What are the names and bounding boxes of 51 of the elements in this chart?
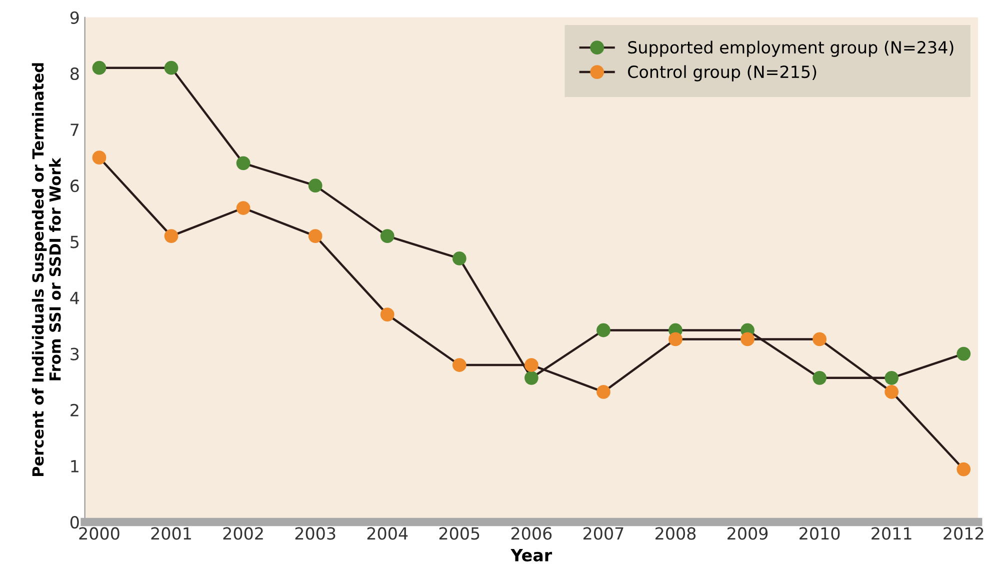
y-axis-title: Percent of Individuals Suspended or Terminated From SSI or SSDI for Work [32, 63, 61, 476]
point [236, 201, 250, 215]
y-tick-label: 3 [70, 348, 79, 360]
y-tick-label: 2 [70, 404, 78, 416]
point [596, 384, 610, 399]
point [524, 358, 538, 372]
x-tick-label: 2003 [295, 527, 336, 540]
y-tick-label: 5 [70, 236, 79, 248]
point [884, 384, 899, 399]
x-tick-label: 2007 [583, 527, 624, 540]
y-tick-label: 0 [70, 516, 79, 529]
point [956, 346, 971, 361]
x-tick-label: 2002 [223, 527, 263, 540]
x-tick-label: 2009 [728, 527, 768, 540]
x-tick-label: 2001 [151, 527, 191, 540]
point [524, 370, 538, 385]
point [668, 332, 682, 346]
point [812, 332, 827, 346]
x-tick-label: 2010 [800, 527, 840, 540]
point [812, 370, 827, 385]
point [380, 229, 394, 244]
x-tick-label: 2012 [944, 527, 984, 540]
point [308, 229, 322, 244]
y-tick-label: 7 [70, 124, 79, 136]
y-tick-label: 1 [71, 460, 78, 472]
y-tick-label: 8 [70, 67, 79, 80]
point [884, 370, 899, 385]
y-tick-label: 4 [70, 292, 80, 304]
point [308, 178, 322, 193]
x-tick-label: 2005 [439, 527, 480, 540]
point [164, 60, 178, 75]
x-tick-label: 2008 [656, 527, 696, 540]
y-tick-label: 6 [70, 180, 79, 192]
y-tick-label: 9 [70, 11, 79, 24]
x-tick-label: 2006 [511, 527, 552, 540]
point [92, 150, 106, 165]
legend-label: Control group (N=215) [628, 65, 816, 82]
point [956, 462, 971, 476]
legend-label: Supported employment group (N=234) [628, 40, 954, 57]
point [236, 156, 250, 170]
point [452, 358, 466, 372]
x-tick-label: 2011 [872, 527, 912, 540]
point [452, 252, 466, 266]
x-tick-label: 2000 [79, 527, 120, 540]
point [164, 229, 178, 244]
point [740, 332, 754, 346]
x-tick-label: 2004 [367, 527, 408, 540]
point [92, 60, 106, 75]
point [596, 323, 610, 338]
point [380, 308, 394, 322]
x-axis-title: Year [510, 549, 552, 562]
